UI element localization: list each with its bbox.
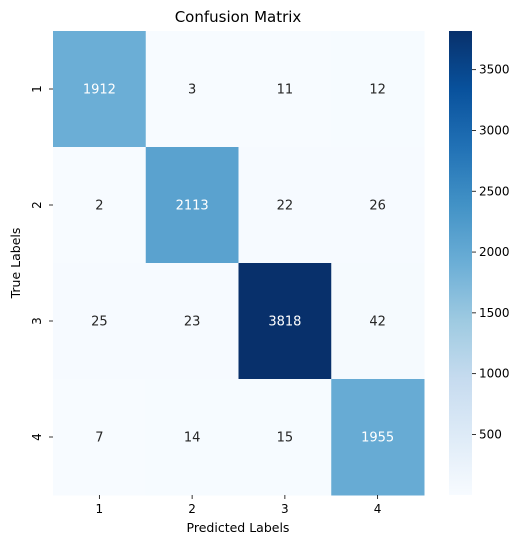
colorbar	[449, 31, 472, 495]
cell-value-r2-c2: 2113	[176, 199, 209, 214]
cell-value-r4-c1: 7	[95, 431, 103, 446]
cell-value-r4-c4: 1955	[361, 431, 394, 446]
heatmap-cell-labels: 1912 3 11 12 2 2113 22 26 25 23 3818 42 7 14 15 1955	[83, 83, 394, 446]
colorbar-tick-label-3: 1500	[479, 306, 510, 320]
heatmap-cell-r1-c4	[331, 31, 425, 148]
heatmap-cell-r1-c3	[238, 31, 332, 148]
heatmap-cell-r4-c3	[238, 379, 332, 496]
heatmap-cell-r3-c2	[145, 263, 239, 380]
x-tick-label-2: 2	[188, 502, 196, 516]
colorbar-tick-label-2: 1000	[479, 367, 510, 381]
cell-value-r1-c2: 3	[188, 83, 196, 98]
colorbar-tick-label-1: 500	[479, 427, 502, 441]
y-tick-label-4: 4	[30, 433, 44, 441]
cell-value-r3-c3: 3818	[268, 315, 301, 330]
heatmap-cell-r2-c1	[53, 147, 147, 264]
colorbar-tick-label-7: 3500	[479, 63, 510, 77]
colorbar-tick-label-5: 2500	[479, 184, 510, 198]
y-tick-label-2: 2	[30, 201, 44, 209]
heatmap-cell-r3-c1	[53, 263, 147, 380]
cell-value-r1-c4: 12	[369, 83, 386, 98]
cell-value-r3-c2: 23	[184, 315, 201, 330]
x-tick-label-1: 1	[96, 502, 104, 516]
cell-value-r4-c3: 15	[277, 431, 294, 446]
cell-value-r1-c3: 11	[277, 83, 294, 98]
x-tick-label-4: 4	[374, 502, 382, 516]
heatmap-cell-r1-c2	[145, 31, 239, 148]
heatmap-cells	[53, 31, 425, 496]
heatmap-cell-r2-c3	[238, 147, 332, 264]
chart-title: Confusion Matrix	[175, 8, 302, 26]
x-axis-ticks: 1 2 3 4	[96, 495, 382, 516]
colorbar-tick-label-6: 3000	[479, 123, 510, 137]
cell-value-r2-c3: 22	[277, 199, 294, 214]
colorbar-tick-label-4: 2000	[479, 245, 510, 259]
x-tick-label-3: 3	[281, 502, 289, 516]
y-axis-label: True Labels	[8, 228, 23, 300]
cell-value-r1-c1: 1912	[83, 83, 116, 98]
heatmap-cell-r3-c4	[331, 263, 425, 380]
cell-value-r4-c2: 14	[184, 431, 201, 446]
y-tick-label-3: 3	[30, 317, 44, 325]
cell-value-r2-c1: 2	[95, 199, 103, 214]
colorbar-ticks: 500 1000 1500 2000 2500 3000 3500	[472, 63, 510, 441]
heatmap-cell-r4-c4	[331, 379, 425, 496]
cell-value-r2-c4: 26	[369, 199, 386, 214]
heatmap-cell-r4-c1	[53, 379, 147, 496]
cell-value-r3-c4: 42	[369, 315, 386, 330]
y-tick-label-1: 1	[30, 85, 44, 93]
heatmap-cell-r4-c2	[145, 379, 239, 496]
x-axis-label: Predicted Labels	[187, 520, 290, 535]
cell-value-r3-c1: 25	[91, 315, 108, 330]
heatmap-cell-r3-c3	[238, 263, 332, 380]
heatmap-cell-r2-c4	[331, 147, 425, 264]
y-axis-ticks: 1 2 3 4	[30, 85, 53, 441]
heatmap-cell-r1-c1	[53, 31, 147, 148]
heatmap-cell-r2-c2	[145, 147, 239, 264]
